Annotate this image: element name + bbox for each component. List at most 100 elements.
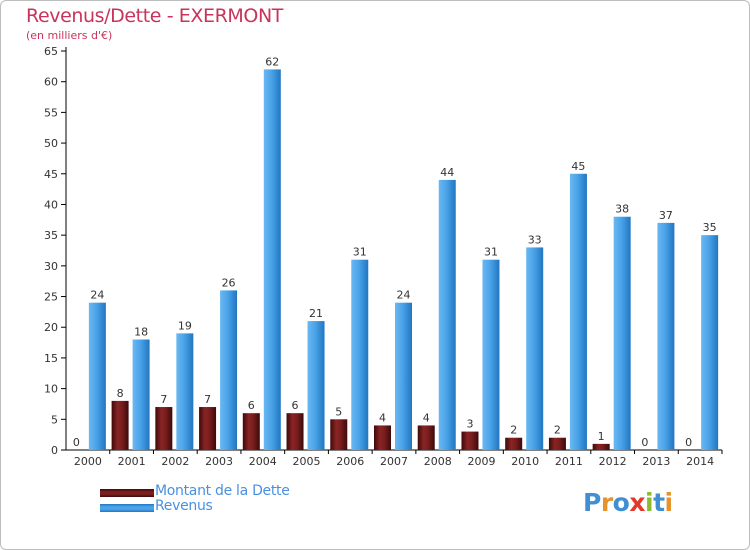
debt-bar <box>461 431 479 450</box>
logo-letter: x <box>629 488 645 517</box>
debt-value-label: 5 <box>335 405 342 418</box>
debt-bar <box>548 437 566 450</box>
revenue-value-label: 62 <box>265 55 279 68</box>
debt-value-label: 6 <box>248 399 255 412</box>
debt-value-label: 3 <box>466 418 473 431</box>
y-tick-label: 35 <box>44 229 58 242</box>
debt-value-label: 8 <box>117 387 124 400</box>
debt-bar <box>199 407 217 450</box>
revenue-value-label: 44 <box>440 166 454 179</box>
debt-bar <box>374 425 391 450</box>
revenue-bar <box>482 259 500 450</box>
debt-bar <box>111 400 129 450</box>
revenue-bar <box>526 247 544 450</box>
x-tick-label: 2000 <box>74 455 102 468</box>
y-tick-label: 65 <box>44 45 58 58</box>
logo-letter: t <box>653 488 665 517</box>
y-tick-label: 20 <box>44 321 58 334</box>
revenue-value-label: 33 <box>528 233 542 246</box>
y-tick-label: 55 <box>44 106 58 119</box>
revenue-bar <box>395 302 412 450</box>
x-tick-label: 2004 <box>249 455 277 468</box>
revenue-value-label: 35 <box>703 221 717 234</box>
debt-bar <box>330 419 348 450</box>
debt-value-label: 6 <box>292 399 299 412</box>
debt-value-label: 1 <box>598 430 605 443</box>
revenue-value-label: 18 <box>134 326 148 339</box>
y-tick-label: 60 <box>44 76 58 89</box>
revenue-value-label: 45 <box>571 160 585 173</box>
x-tick-label: 2001 <box>118 455 146 468</box>
revenue-value-label: 31 <box>353 246 367 259</box>
revenue-value-label: 37 <box>659 209 673 222</box>
legend-swatch-dette <box>100 489 154 497</box>
x-tick-label: 2002 <box>161 455 189 468</box>
y-tick-label: 25 <box>44 291 58 304</box>
chart-title: Revenus/Dette - EXERMONT <box>26 5 283 27</box>
debt-bar <box>505 437 523 450</box>
legend-label-dette: Montant de la Dette <box>155 483 290 499</box>
revenue-bar <box>613 216 631 450</box>
debt-value-label: 7 <box>204 393 211 406</box>
y-tick-label: 40 <box>44 198 58 211</box>
logo-letter: P <box>583 488 601 517</box>
logo-letter: o <box>612 488 630 517</box>
logo-letter: r <box>600 488 613 517</box>
revenue-value-label: 26 <box>222 276 236 289</box>
y-tick-label: 45 <box>44 168 58 181</box>
y-tick-label: 50 <box>44 137 58 150</box>
revenue-bar <box>176 333 194 450</box>
x-tick-label: 2005 <box>293 455 321 468</box>
legend-swatch-revenus <box>100 504 154 512</box>
x-tick-label: 2010 <box>511 455 539 468</box>
x-tick-label: 2003 <box>205 455 233 468</box>
revenue-bar <box>701 235 719 450</box>
revenue-bar <box>351 259 369 450</box>
revenue-bar <box>569 173 587 450</box>
x-tick-label: 2014 <box>686 455 714 468</box>
debt-value-label: 0 <box>73 436 80 449</box>
debt-value-label: 4 <box>379 411 386 424</box>
x-tick-label: 2009 <box>467 455 495 468</box>
y-tick-label: 10 <box>44 383 58 396</box>
debt-value-label: 0 <box>685 436 692 449</box>
debt-bar <box>592 443 610 450</box>
proxiti-logo: Proxiti <box>583 488 673 517</box>
debt-value-label: 2 <box>510 424 517 437</box>
x-tick-label: 2008 <box>424 455 452 468</box>
debt-value-label: 7 <box>160 393 167 406</box>
y-tick-label: 0 <box>51 444 58 457</box>
revenue-bar <box>657 222 675 450</box>
debt-value-label: 0 <box>641 436 648 449</box>
x-tick-label: 2012 <box>599 455 627 468</box>
revenue-bar <box>132 339 150 450</box>
x-tick-label: 2013 <box>642 455 670 468</box>
y-tick-label: 15 <box>44 352 58 365</box>
revenue-bar <box>263 69 281 451</box>
revenue-value-label: 24 <box>397 289 411 302</box>
debt-value-label: 2 <box>554 424 561 437</box>
debt-bar <box>417 425 435 450</box>
revenue-bar <box>88 302 106 450</box>
revenue-value-label: 31 <box>484 246 498 259</box>
revenue-bar <box>220 290 238 450</box>
debt-value-label: 4 <box>423 411 430 424</box>
logo-letter: i <box>664 488 674 517</box>
x-tick-label: 2011 <box>555 455 583 468</box>
legend-label-revenus: Revenus <box>155 498 213 514</box>
revenue-value-label: 38 <box>615 203 629 216</box>
revenue-value-label: 19 <box>178 319 192 332</box>
debt-bar <box>155 407 173 450</box>
x-tick-label: 2006 <box>336 455 364 468</box>
logo-letter: i <box>645 488 654 517</box>
chart-subtitle: (en milliers d'€) <box>26 29 113 42</box>
y-tick-label: 30 <box>44 260 58 273</box>
revenue-value-label: 21 <box>309 307 323 320</box>
debt-bar <box>242 413 260 450</box>
x-tick-label: 2007 <box>380 455 408 468</box>
y-tick-label: 5 <box>51 413 58 426</box>
revenue-bar <box>307 321 325 450</box>
revenue-bar <box>438 179 456 450</box>
revenue-value-label: 24 <box>90 289 104 302</box>
